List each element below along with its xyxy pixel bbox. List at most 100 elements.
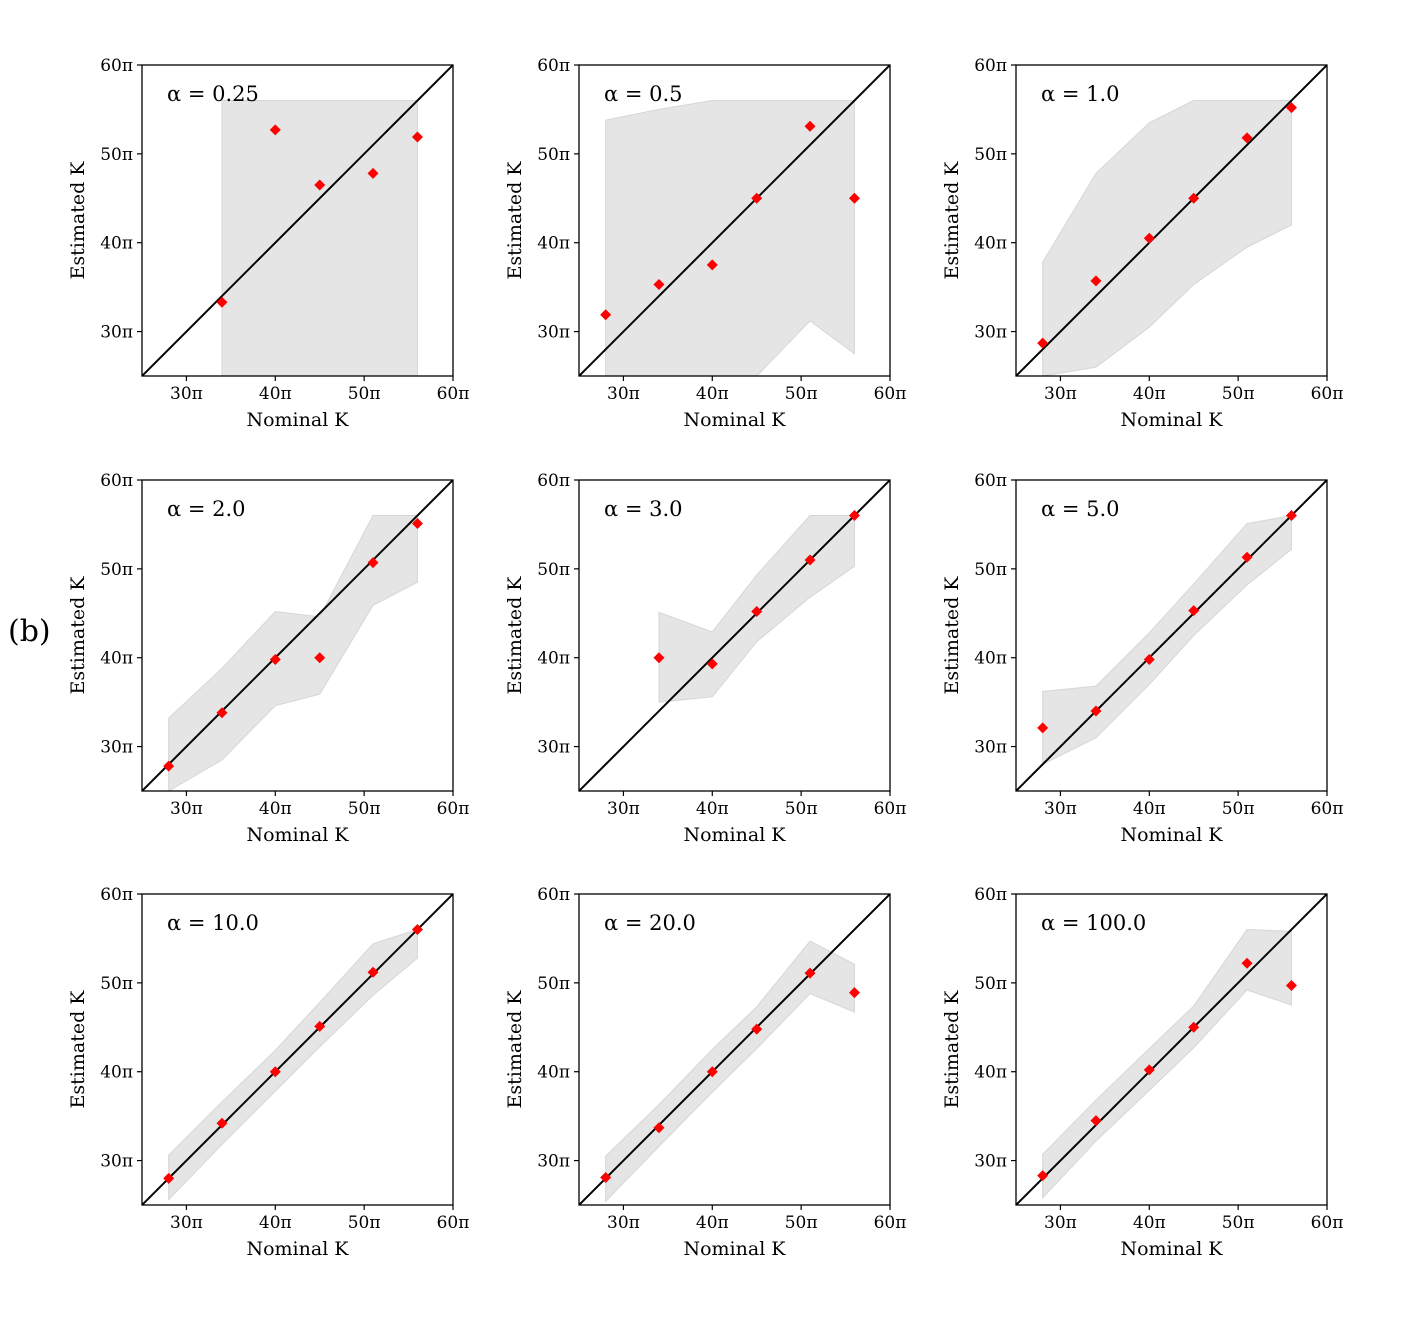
identity-line	[1016, 480, 1327, 791]
alpha-annotation: α = 0.5	[604, 82, 683, 106]
data-point	[367, 966, 379, 978]
y-axis-label: Estimated K	[67, 161, 89, 280]
data-point	[367, 557, 379, 569]
alpha-annotation: α = 10.0	[167, 911, 259, 935]
y-tick-label: 40π	[974, 649, 1007, 669]
x-tick-label: 50π	[1222, 384, 1255, 404]
x-tick-label: 50π	[785, 799, 818, 819]
alpha-annotation: α = 0.25	[167, 82, 259, 106]
data-point	[848, 510, 860, 522]
x-tick-label: 60π	[437, 1213, 470, 1233]
x-tick-label: 60π	[1311, 1213, 1344, 1233]
y-tick-label: 60π	[100, 471, 133, 491]
x-tick-label: 30π	[170, 799, 203, 819]
figure-label: (b)	[8, 614, 51, 649]
data-point	[804, 120, 816, 132]
data-point	[848, 987, 860, 999]
data-point	[1090, 705, 1102, 717]
data-point	[1285, 102, 1297, 114]
data-point	[1285, 980, 1297, 992]
x-axis-label: Nominal K	[1120, 1238, 1223, 1260]
data-point	[314, 652, 326, 664]
x-axis-label: Nominal K	[246, 1238, 349, 1260]
y-tick-label: 50π	[537, 560, 570, 580]
x-tick-label: 60π	[437, 384, 470, 404]
alpha-annotation: α = 20.0	[604, 911, 696, 935]
x-tick-label: 30π	[607, 1213, 640, 1233]
x-tick-label: 60π	[1311, 384, 1344, 404]
data-point	[1037, 722, 1049, 734]
data-point	[411, 518, 423, 530]
y-axis-label: Estimated K	[67, 576, 89, 695]
y-tick-label: 30π	[100, 738, 133, 758]
alpha-annotation: α = 100.0	[1041, 911, 1146, 935]
x-tick-label: 40π	[259, 1213, 292, 1233]
y-tick-label: 30π	[974, 323, 1007, 343]
axes-frame	[578, 64, 891, 377]
x-tick-label: 40π	[1133, 799, 1166, 819]
data-point	[1143, 653, 1155, 665]
y-tick-label: 40π	[537, 649, 570, 669]
alpha-annotation: α = 5.0	[1041, 497, 1120, 521]
x-tick-label: 60π	[437, 799, 470, 819]
x-tick-label: 60π	[1311, 799, 1344, 819]
y-tick-label: 30π	[537, 738, 570, 758]
x-axis-label: Nominal K	[246, 409, 349, 431]
subplot-5: 30π 40π 50π 60π 30π 40π 50π 60π Nominal K Estimat…	[504, 471, 906, 846]
data-point	[1241, 132, 1253, 144]
y-tick-label: 60π	[974, 471, 1007, 491]
x-tick-label: 40π	[1133, 1213, 1166, 1233]
x-tick-label: 50π	[785, 1213, 818, 1233]
data-point	[1037, 337, 1049, 349]
data-point	[1188, 192, 1200, 204]
y-tick-label: 50π	[974, 560, 1007, 580]
y-tick-label: 30π	[100, 323, 133, 343]
y-tick-label: 50π	[100, 145, 133, 165]
axes-frame	[1015, 893, 1328, 1206]
uncertainty-band	[605, 100, 855, 376]
data-point	[1143, 1064, 1155, 1076]
data-point	[1188, 605, 1200, 617]
x-tick-label: 30π	[1044, 1213, 1077, 1233]
data-point	[1037, 1170, 1049, 1182]
subplot-2: 30π 40π 50π 60π 30π 40π 50π 60π Nominal K Estimat…	[504, 56, 906, 431]
x-tick-label: 40π	[696, 384, 729, 404]
axes-frame	[1015, 64, 1328, 377]
uncertainty-band	[1042, 100, 1292, 376]
data-point	[269, 653, 281, 665]
uncertainty-band	[168, 515, 418, 791]
y-tick-label: 50π	[100, 974, 133, 994]
x-tick-label: 30π	[607, 799, 640, 819]
y-tick-label: 60π	[537, 885, 570, 905]
x-axis-label: Nominal K	[246, 824, 349, 846]
data-point	[216, 707, 228, 719]
x-tick-label: 60π	[874, 1213, 907, 1233]
data-point	[804, 967, 816, 979]
data-point	[163, 1172, 175, 1184]
x-tick-label: 30π	[1044, 799, 1077, 819]
data-point	[1241, 551, 1253, 563]
subplot-9: 30π 40π 50π 60π 30π 40π 50π 60π Nominal K Estimat…	[941, 885, 1343, 1260]
identity-line	[579, 65, 890, 376]
y-axis-label: Estimated K	[941, 576, 963, 695]
x-tick-label: 40π	[696, 799, 729, 819]
x-axis-label: Nominal K	[683, 409, 786, 431]
data-point	[804, 554, 816, 566]
y-tick-label: 40π	[100, 234, 133, 254]
x-tick-label: 30π	[170, 384, 203, 404]
data-point	[411, 131, 423, 143]
data-point	[411, 924, 423, 936]
x-tick-label: 40π	[259, 384, 292, 404]
x-tick-label: 50π	[348, 799, 381, 819]
y-axis-label: Estimated K	[504, 990, 526, 1109]
data-point	[314, 1020, 326, 1032]
x-axis-label: Nominal K	[683, 824, 786, 846]
y-tick-label: 60π	[974, 885, 1007, 905]
uncertainty-band	[1042, 929, 1292, 1200]
data-point	[751, 1023, 763, 1035]
axes-frame	[141, 479, 454, 792]
y-tick-label: 50π	[974, 974, 1007, 994]
data-point	[848, 192, 860, 204]
data-point	[1241, 957, 1253, 969]
